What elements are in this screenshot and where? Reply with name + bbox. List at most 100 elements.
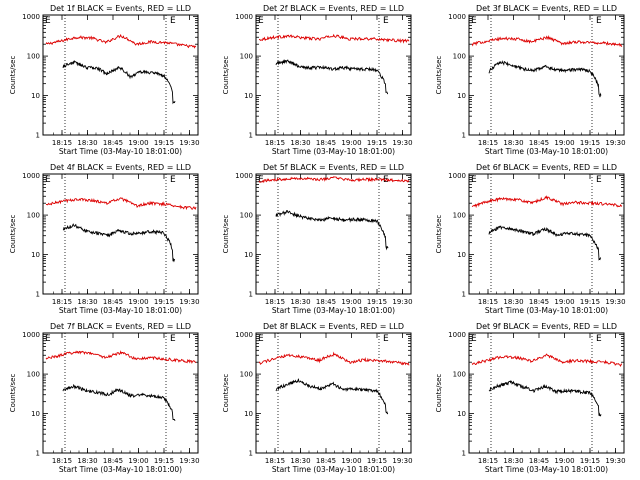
x-tick-label: 18:30 xyxy=(503,457,523,465)
x-axis-label: Start Time (03-May-10 18:01:00) xyxy=(59,306,182,315)
x-axis-label: Start Time (03-May-10 18:01:00) xyxy=(485,306,608,315)
x-tick-label: 18:45 xyxy=(316,139,336,147)
y-tick-label: 1000 xyxy=(448,331,466,339)
x-tick-label: 18:30 xyxy=(77,457,97,465)
x-tick-label: 19:15 xyxy=(580,139,600,147)
y-tick-label: 1000 xyxy=(22,331,40,339)
plot-frame xyxy=(255,14,412,136)
marker-label: E xyxy=(258,16,264,26)
y-axis-label: Counts/sec xyxy=(435,374,443,413)
x-tick-label: 18:15 xyxy=(478,457,498,465)
plot-frame xyxy=(255,173,412,295)
x-tick-label: 18:45 xyxy=(103,298,123,306)
x-axis-label: Start Time (03-May-10 18:01:00) xyxy=(272,465,395,474)
y-tick-label: 1 xyxy=(462,132,466,140)
y-axis-label: Counts/sec xyxy=(9,374,17,413)
detector-panel-1: Det 1f BLACK = Events, RED = LLD 1 10 100 10… xyxy=(9,4,200,156)
y-tick-label: 1 xyxy=(249,450,253,458)
y-tick-label: 1 xyxy=(462,450,466,458)
y-tick-label: 1000 xyxy=(448,13,466,21)
marker-label: E xyxy=(471,334,477,344)
x-tick-label: 19:00 xyxy=(341,139,361,147)
marker-label: E xyxy=(170,175,176,185)
x-tick-label: 19:30 xyxy=(392,298,412,306)
y-tick-label: 10 xyxy=(457,410,466,418)
y-axis-label: Counts/sec xyxy=(435,56,443,95)
lld-series-line xyxy=(45,197,197,211)
y-tick-label: 100 xyxy=(27,212,40,220)
marker-label: E xyxy=(596,334,602,344)
y-tick-label: 1000 xyxy=(22,172,40,180)
x-tick-label: 19:15 xyxy=(367,139,387,147)
y-tick-label: 10 xyxy=(31,251,40,259)
y-axis-label: Counts/sec xyxy=(9,215,17,254)
y-tick-label: 100 xyxy=(27,53,40,61)
detector-panel-4: Det 4f BLACK = Events, RED = LLD 1 10 100 10… xyxy=(9,163,200,315)
panel-title: Det 3f BLACK = Events, RED = LLD xyxy=(476,4,617,13)
x-tick-label: 19:00 xyxy=(128,457,148,465)
x-tick-label: 19:00 xyxy=(128,139,148,147)
marker-label: E xyxy=(383,16,389,26)
y-tick-label: 10 xyxy=(244,251,253,259)
events-series-line xyxy=(488,60,602,98)
events-series-line xyxy=(62,59,176,105)
x-tick-label: 18:45 xyxy=(529,139,549,147)
x-tick-label: 18:45 xyxy=(103,139,123,147)
y-tick-label: 100 xyxy=(453,53,466,61)
marker-label: E xyxy=(45,175,51,185)
marker-label: E xyxy=(170,16,176,26)
y-tick-label: 100 xyxy=(27,371,40,379)
panel-title: Det 4f BLACK = Events, RED = LLD xyxy=(50,163,191,172)
lld-series-line xyxy=(258,176,410,184)
marker-label: E xyxy=(258,175,264,185)
y-tick-label: 1000 xyxy=(448,172,466,180)
x-tick-label: 18:15 xyxy=(265,457,285,465)
y-tick-label: 10 xyxy=(244,410,253,418)
y-tick-label: 100 xyxy=(240,53,253,61)
x-tick-label: 19:15 xyxy=(367,457,387,465)
detector-panel-3: Det 3f BLACK = Events, RED = LLD 1 10 100 10… xyxy=(435,4,626,156)
y-tick-label: 1000 xyxy=(235,172,253,180)
x-tick-label: 19:00 xyxy=(128,298,148,306)
marker-label: E xyxy=(45,334,51,344)
marker-label: E xyxy=(258,334,264,344)
x-axis-label: Start Time (03-May-10 18:01:00) xyxy=(485,147,608,156)
y-tick-label: 1 xyxy=(462,291,466,299)
events-series-line xyxy=(62,223,176,263)
events-series-line xyxy=(275,378,389,415)
y-axis-label: Counts/sec xyxy=(222,56,230,95)
x-tick-label: 18:15 xyxy=(265,139,285,147)
plot-frame xyxy=(468,332,625,454)
x-tick-label: 18:30 xyxy=(77,139,97,147)
events-series-line xyxy=(62,383,176,422)
x-tick-label: 19:00 xyxy=(554,457,574,465)
y-tick-label: 1000 xyxy=(235,331,253,339)
y-tick-label: 100 xyxy=(453,212,466,220)
marker-label: E xyxy=(596,175,602,185)
x-tick-label: 18:15 xyxy=(52,457,72,465)
events-series-line xyxy=(488,380,602,417)
y-axis-label: Counts/sec xyxy=(435,215,443,254)
x-tick-label: 18:15 xyxy=(52,139,72,147)
x-tick-label: 18:45 xyxy=(529,457,549,465)
lld-series-line xyxy=(258,33,410,44)
x-tick-label: 19:30 xyxy=(179,457,199,465)
detector-panel-9: Det 9f BLACK = Events, RED = LLD 1 10 100 10… xyxy=(435,322,626,474)
x-tick-label: 18:30 xyxy=(503,139,523,147)
x-tick-label: 19:30 xyxy=(179,139,199,147)
marker-label: E xyxy=(596,16,602,26)
y-tick-label: 1 xyxy=(249,132,253,140)
x-axis-label: Start Time (03-May-10 18:01:00) xyxy=(485,465,608,474)
x-tick-label: 19:00 xyxy=(341,298,361,306)
y-tick-label: 100 xyxy=(453,371,466,379)
y-tick-label: 1000 xyxy=(235,13,253,21)
x-tick-label: 18:15 xyxy=(52,298,72,306)
x-tick-label: 18:30 xyxy=(77,298,97,306)
x-tick-label: 19:15 xyxy=(154,457,174,465)
lld-series-line xyxy=(45,33,197,49)
detector-panel-5: Det 5f BLACK = Events, RED = LLD 1 10 100 10… xyxy=(222,163,413,315)
marker-label: E xyxy=(471,175,477,185)
x-tick-label: 19:30 xyxy=(605,298,625,306)
x-tick-label: 19:30 xyxy=(392,457,412,465)
plot-frame xyxy=(42,173,199,295)
